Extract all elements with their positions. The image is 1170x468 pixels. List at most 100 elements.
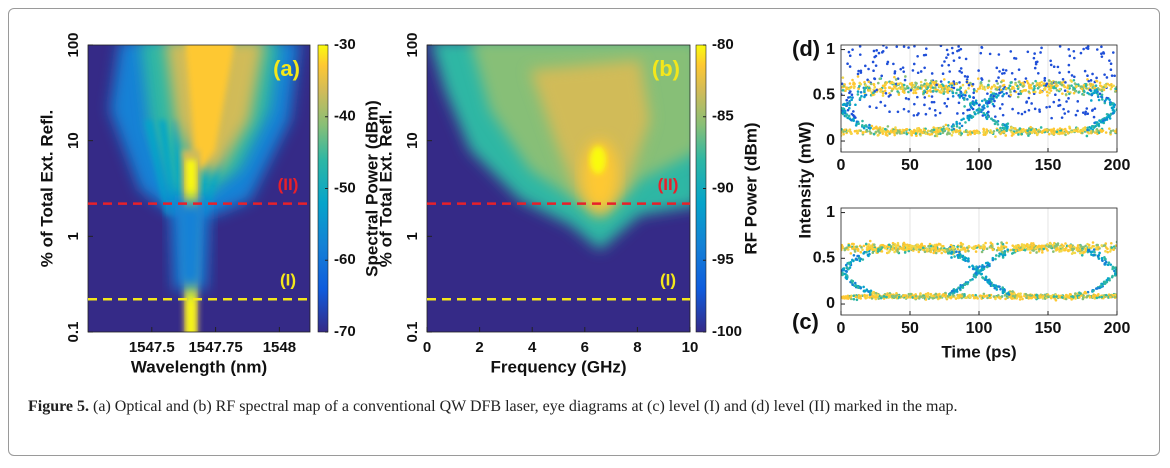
eye-dot bbox=[1090, 79, 1093, 82]
eye-dot bbox=[960, 67, 963, 70]
eye-dot bbox=[1077, 244, 1080, 247]
eye-dot bbox=[880, 129, 883, 132]
eye-dot bbox=[1081, 249, 1084, 252]
eye-dot bbox=[928, 107, 931, 110]
eye-dot bbox=[859, 297, 862, 300]
y-axis-label: Intensity (mW) bbox=[795, 121, 814, 238]
eye-dot bbox=[998, 92, 1001, 95]
panel-label: (b) bbox=[652, 56, 680, 81]
eye-dot bbox=[849, 266, 852, 269]
eye-dot bbox=[1049, 59, 1052, 62]
eye-dot bbox=[1076, 127, 1079, 130]
eye-dot bbox=[995, 67, 998, 70]
eye-dot bbox=[947, 86, 950, 89]
eye-dot bbox=[923, 295, 926, 298]
eye-dot bbox=[916, 96, 919, 99]
eye-dot bbox=[958, 126, 961, 129]
eye-dot bbox=[1026, 129, 1029, 132]
eye-dot bbox=[859, 129, 862, 132]
eye-dot bbox=[1033, 85, 1036, 88]
eye-dot bbox=[1064, 249, 1067, 252]
eye-dot bbox=[993, 105, 996, 108]
eye-dot bbox=[1058, 71, 1061, 74]
eye-dot bbox=[1004, 127, 1007, 130]
eye-dot bbox=[857, 93, 860, 96]
eye-dot bbox=[1064, 134, 1067, 137]
eye-dot bbox=[990, 244, 993, 247]
eye-dot bbox=[894, 126, 897, 129]
eye-dot bbox=[906, 133, 909, 136]
eye-dot bbox=[1017, 96, 1020, 99]
eye-dot bbox=[875, 49, 878, 52]
eye-dot bbox=[1093, 251, 1096, 254]
eye-dot bbox=[1078, 296, 1081, 299]
eye-dot bbox=[894, 244, 897, 247]
eye-dot bbox=[1101, 94, 1104, 97]
eye-dot bbox=[986, 261, 989, 264]
eye-dot bbox=[864, 65, 867, 68]
x-axis-label: Wavelength (nm) bbox=[131, 357, 267, 376]
eye-dot bbox=[849, 296, 852, 299]
eye-dot bbox=[957, 45, 960, 48]
eye-dot bbox=[1100, 45, 1103, 48]
eye-dot bbox=[1096, 297, 1099, 300]
eye-dot bbox=[859, 260, 862, 263]
eye-dot bbox=[923, 66, 926, 69]
eye-dot bbox=[1079, 292, 1082, 295]
eye-dot bbox=[859, 53, 862, 56]
eye-dot bbox=[1025, 100, 1028, 103]
eye-dot bbox=[1061, 84, 1064, 87]
eye-dot bbox=[910, 293, 913, 296]
eye-dot bbox=[1073, 50, 1076, 53]
colorbar-tick-label: -100 bbox=[712, 323, 742, 340]
eye-dot bbox=[905, 248, 908, 251]
eye-dot bbox=[930, 133, 933, 136]
eye-dot bbox=[993, 130, 996, 133]
eye-dot bbox=[1096, 287, 1099, 290]
eye-dot bbox=[1035, 131, 1038, 134]
eye-dot bbox=[971, 278, 974, 281]
eye-dot bbox=[925, 54, 928, 57]
eye-dot bbox=[903, 45, 906, 48]
eye-dot bbox=[977, 132, 980, 135]
eye-dot bbox=[1097, 255, 1100, 258]
eye-dot bbox=[965, 58, 968, 61]
eye-dot bbox=[879, 101, 882, 104]
eye-dot bbox=[952, 246, 955, 249]
eye-dot bbox=[926, 293, 929, 296]
eye-dot bbox=[964, 91, 967, 94]
y-tick-label: 100 bbox=[404, 32, 421, 57]
eye-dot bbox=[860, 91, 863, 94]
eye-dot bbox=[990, 87, 993, 90]
eye-dot bbox=[955, 297, 958, 300]
eye-dot bbox=[962, 84, 965, 87]
eye-dot bbox=[972, 108, 975, 111]
eye-dot bbox=[1045, 106, 1048, 109]
eye-dot bbox=[892, 242, 895, 245]
eye-dot bbox=[953, 59, 956, 62]
eye-dot bbox=[1015, 130, 1018, 133]
eye-dot bbox=[848, 88, 851, 91]
eye-dot bbox=[1010, 94, 1013, 97]
eye-dot bbox=[1000, 253, 1003, 256]
eye-dot bbox=[857, 70, 860, 73]
eye-dot bbox=[1048, 84, 1051, 87]
eye-dot bbox=[851, 259, 854, 262]
eye-dot bbox=[868, 80, 871, 83]
eye-dot bbox=[993, 287, 996, 290]
eye-dot bbox=[1041, 251, 1044, 254]
eye-dot bbox=[989, 53, 992, 56]
eye-dot bbox=[850, 86, 853, 89]
eye-dot bbox=[1068, 64, 1071, 67]
eye-dot bbox=[841, 272, 844, 275]
eye-dot bbox=[976, 297, 979, 300]
eye-dot bbox=[918, 251, 921, 254]
eye-dot bbox=[1020, 248, 1023, 251]
eye-dot bbox=[1025, 89, 1028, 92]
eye-dot bbox=[951, 47, 954, 50]
y-tick-label: 0 bbox=[826, 132, 835, 149]
eye-dot bbox=[1112, 112, 1115, 115]
eye-dot bbox=[1105, 246, 1108, 249]
eye-dot bbox=[874, 248, 877, 251]
eye-dot bbox=[1086, 74, 1089, 77]
